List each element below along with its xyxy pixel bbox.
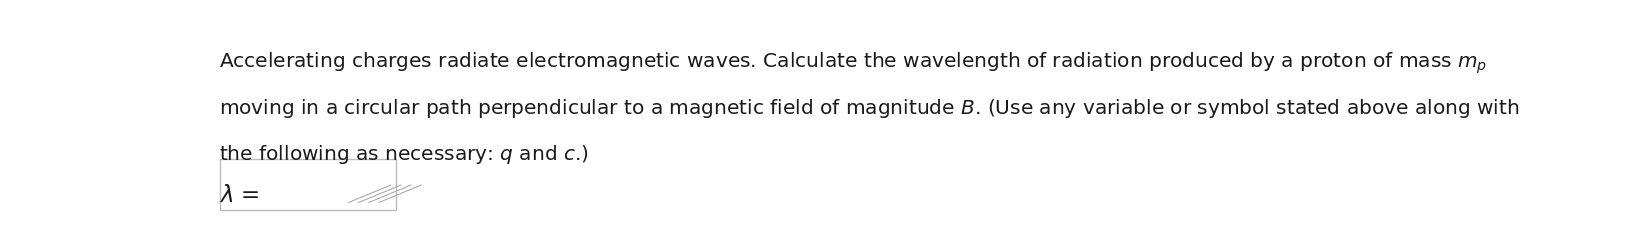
Text: $\lambda$ =: $\lambda$ = [219, 183, 259, 207]
Text: moving in a circular path perpendicular to a magnetic field of magnitude $B$. (U: moving in a circular path perpendicular … [219, 97, 1519, 121]
Bar [219, 158, 397, 210]
Text: Accelerating charges radiate electromagnetic waves. Calculate the wavelength of : Accelerating charges radiate electromagn… [219, 51, 1487, 76]
Text: the following as necessary: $q$ and $c$.): the following as necessary: $q$ and $c$.… [219, 143, 589, 166]
